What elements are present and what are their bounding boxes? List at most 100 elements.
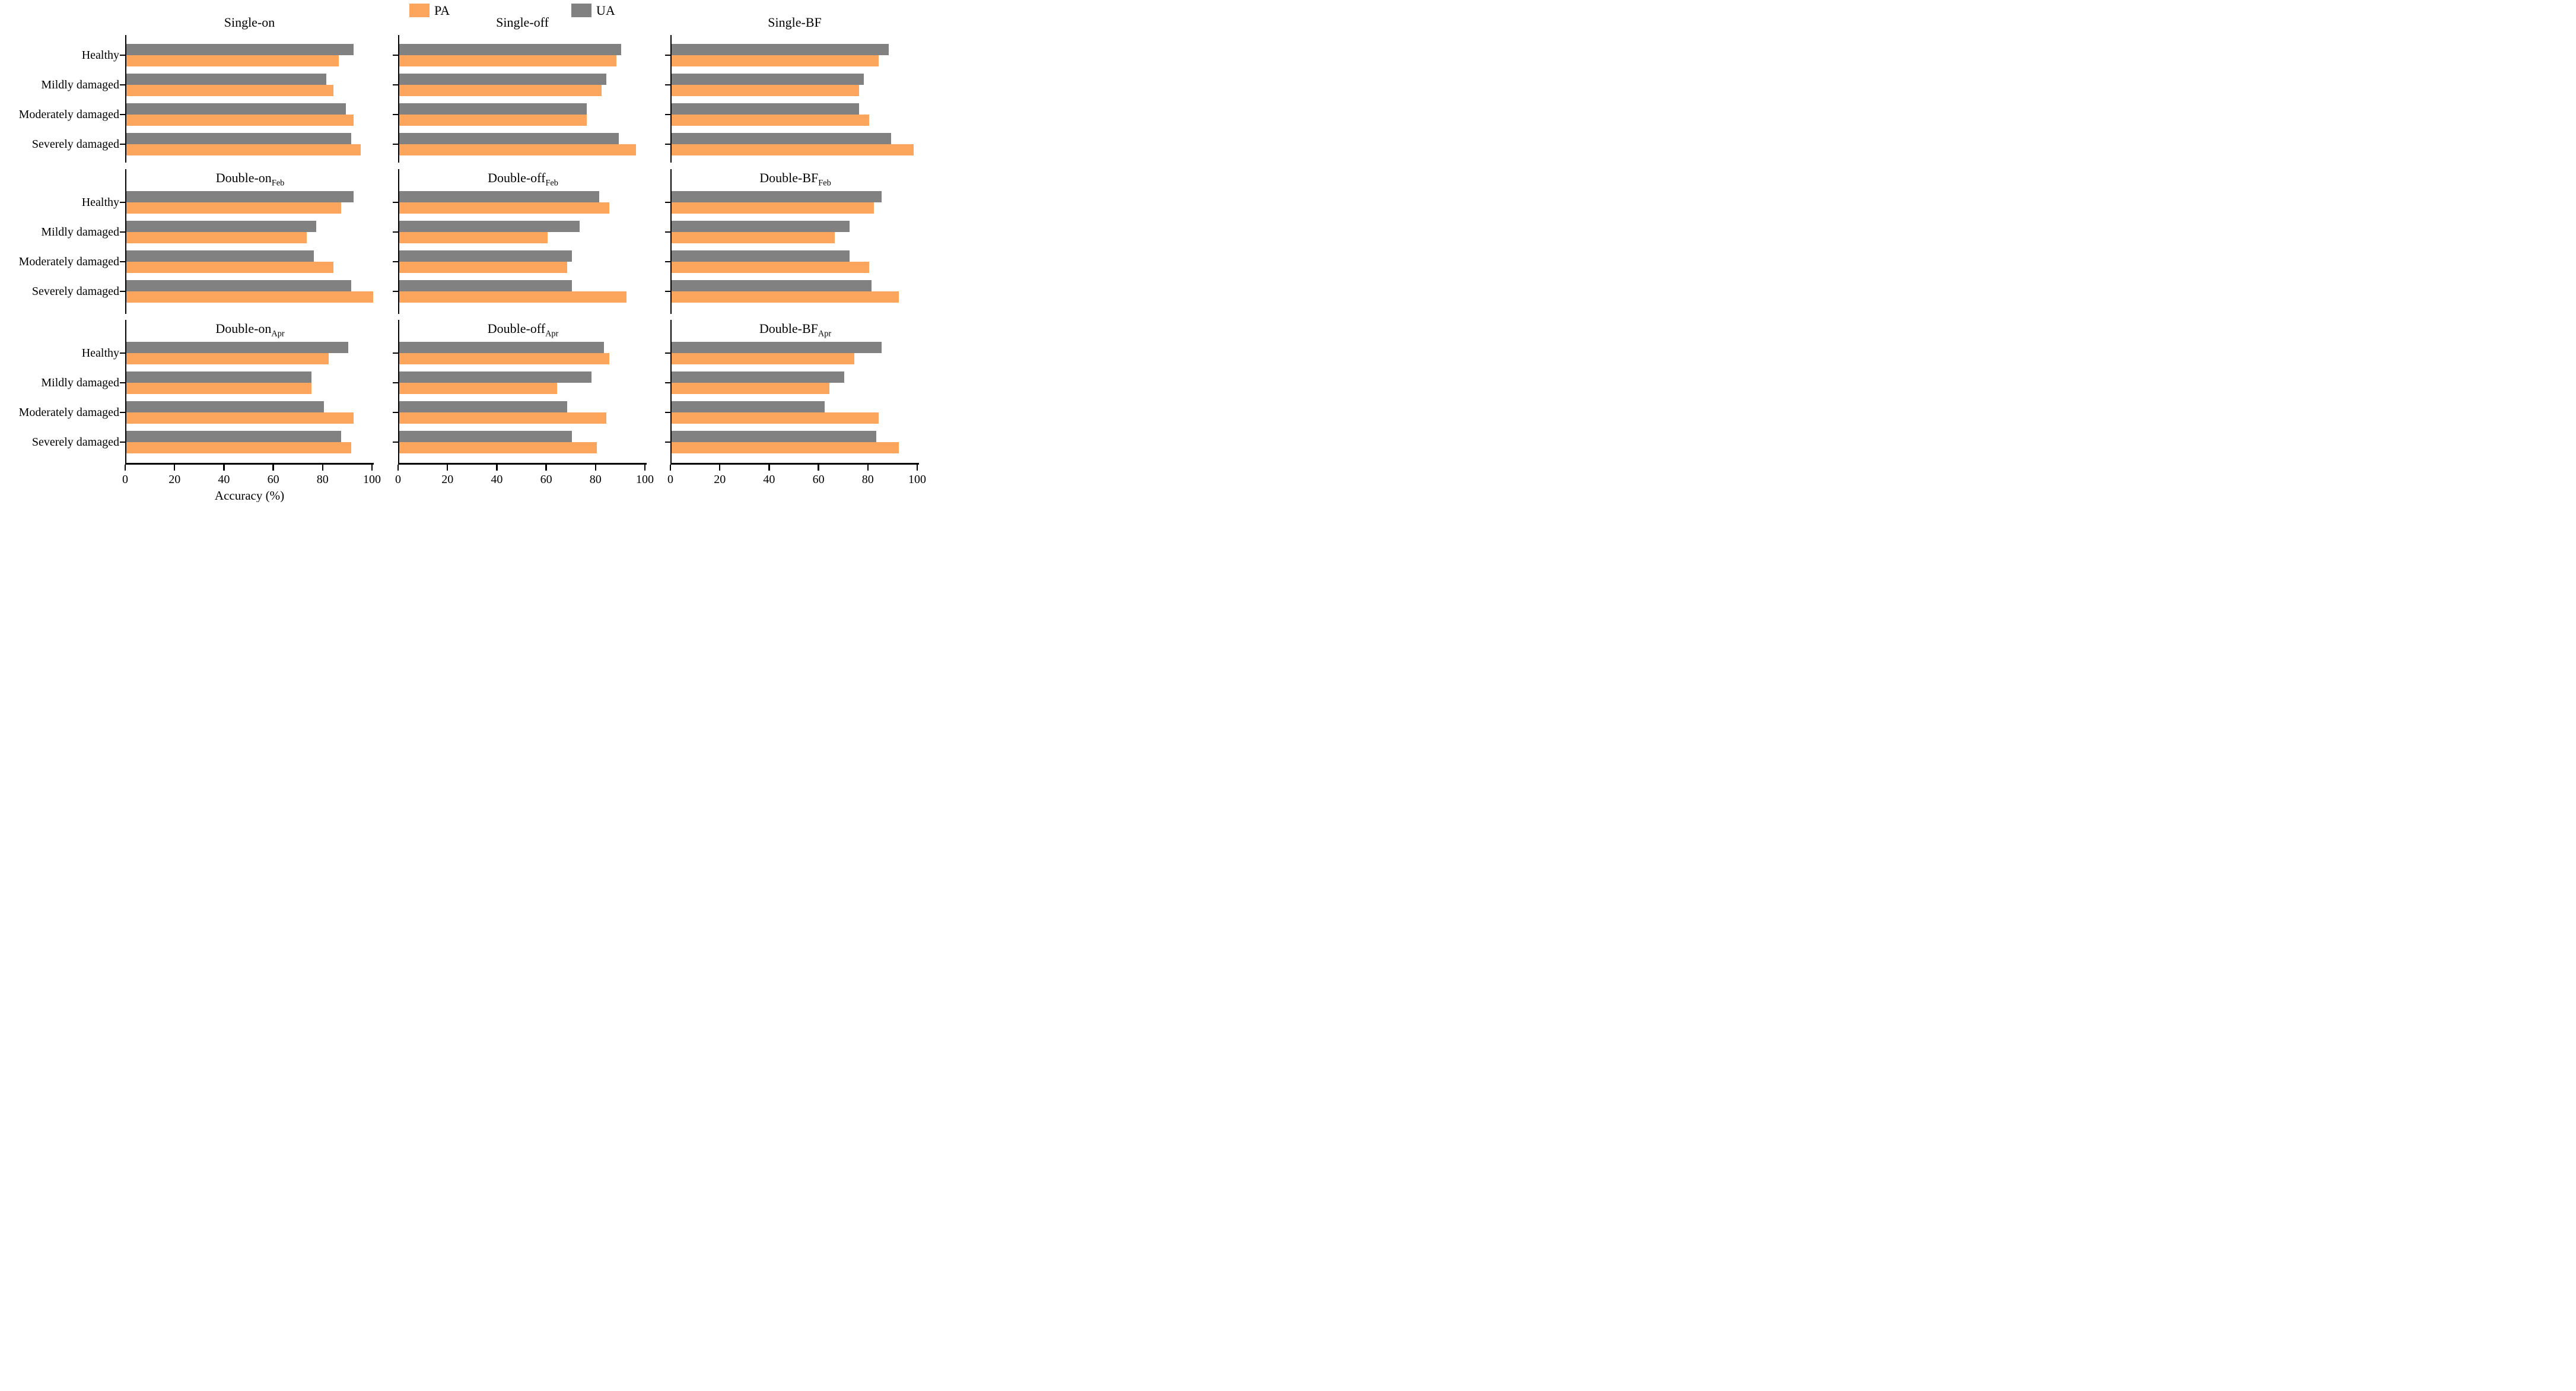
x-axis-tick-label: 60 — [267, 473, 279, 486]
bar-ua-single-on-2 — [126, 103, 346, 115]
x-axis-tick-label: 0 — [395, 473, 401, 486]
x-axis-tick-label: 0 — [667, 473, 673, 486]
category-tick — [392, 231, 398, 233]
x-axis-tick — [867, 465, 869, 471]
category-tick — [664, 201, 670, 203]
legend-swatch-pa-icon — [409, 4, 430, 17]
panel-title-text: Double-on — [215, 170, 272, 185]
bar-ua-double-on-apr-3 — [126, 431, 341, 442]
category-tick — [664, 382, 670, 383]
panel-title-text: Double-off — [487, 321, 546, 336]
bar-ua-double-on-feb-1 — [126, 221, 317, 232]
category-tick — [664, 290, 670, 292]
x-axis-tick-label: 40 — [763, 473, 775, 486]
legend-label-pa: PA — [434, 3, 450, 18]
x-axis-tick — [916, 465, 918, 471]
bar-pa-double-off-apr-1 — [399, 383, 558, 394]
category-label-healthy: Healthy — [81, 347, 119, 360]
x-axis-tick — [718, 465, 721, 471]
panel-double-on-apr: Double-onApr — [119, 320, 374, 465]
x-axis-tick-label: 40 — [491, 473, 503, 486]
category-label-severely-damaged: Severely damaged — [31, 436, 119, 449]
bar-ua-double-bf-feb-2 — [672, 250, 850, 262]
x-axis-tick-label: 0 — [122, 473, 128, 486]
bar-pa-single-bf-0 — [672, 55, 879, 66]
panel-double-bf-feb: Double-BFFeb — [664, 169, 919, 314]
bar-pa-double-on-apr-0 — [126, 353, 329, 364]
x-axis-tick-label: 20 — [168, 473, 181, 486]
panel-title-subscript: Feb — [271, 178, 285, 188]
figure-accuracy-bar-charts: PA UA Single-on Single-off Single-BF Double-o… — [0, 0, 930, 502]
bar-pa-single-bf-1 — [672, 85, 860, 96]
bar-ua-double-bf-feb-3 — [672, 280, 872, 291]
x-axis-tick — [371, 465, 373, 471]
bar-pa-double-bf-apr-2 — [672, 412, 879, 424]
bar-ua-double-on-apr-0 — [126, 342, 349, 353]
bar-ua-double-off-feb-3 — [399, 280, 573, 291]
category-tick — [392, 54, 398, 56]
bar-ua-single-on-1 — [126, 74, 326, 85]
x-axis-tick-label: 60 — [812, 473, 825, 486]
bar-ua-double-off-feb-0 — [399, 191, 599, 202]
x-axis-tick-label: 100 — [908, 473, 926, 486]
bar-pa-double-on-apr-2 — [126, 412, 354, 424]
panel-title-text: Double-off — [488, 170, 546, 185]
bar-ua-single-on-3 — [126, 133, 351, 144]
category-tick — [664, 411, 670, 413]
bar-ua-double-bf-apr-0 — [672, 342, 882, 353]
category-tick — [119, 411, 125, 413]
bar-ua-double-off-apr-1 — [399, 371, 592, 383]
bar-pa-double-bf-apr-3 — [672, 442, 899, 453]
legend-item-ua: UA — [571, 4, 615, 17]
bar-pa-single-on-3 — [126, 144, 361, 155]
panel-title-text: Double-BF — [759, 321, 818, 336]
x-axis-tick-label: 100 — [363, 473, 381, 486]
bar-ua-single-off-0 — [399, 44, 622, 55]
x-axis-tick — [818, 465, 819, 471]
bar-pa-double-on-feb-0 — [126, 202, 341, 214]
bar-pa-double-off-apr-3 — [399, 442, 597, 453]
x-axis-tick — [669, 465, 672, 471]
bar-ua-double-on-feb-2 — [126, 250, 314, 262]
x-axis-tick — [397, 465, 399, 471]
x-axis-tick-label: 80 — [589, 473, 602, 486]
x-axis-tick — [594, 465, 597, 471]
bar-ua-double-bf-apr-1 — [672, 371, 845, 383]
bar-pa-single-off-0 — [399, 55, 617, 66]
bar-pa-single-off-1 — [399, 85, 602, 96]
bar-ua-double-off-apr-2 — [399, 401, 567, 412]
panel-double-off-apr: Double-offApr — [392, 320, 647, 465]
bar-pa-double-on-apr-1 — [126, 383, 311, 394]
bar-ua-double-on-feb-0 — [126, 191, 354, 202]
bar-ua-single-off-2 — [399, 103, 587, 115]
legend-item-pa: PA — [409, 4, 450, 17]
panel-title-text: Double-on — [215, 321, 272, 336]
category-tick — [664, 441, 670, 443]
bar-pa-double-bf-feb-3 — [672, 291, 899, 303]
category-label-moderately-damaged: Moderately damaged — [18, 255, 119, 268]
bar-pa-double-off-feb-2 — [399, 262, 567, 273]
panel-single-off — [392, 35, 647, 163]
bar-pa-double-bf-apr-0 — [672, 353, 854, 364]
panel-title-subscript: Apr — [271, 329, 285, 339]
category-tick — [119, 352, 125, 354]
panel-title-text: Double-BF — [759, 170, 819, 185]
category-tick — [392, 411, 398, 413]
x-axis-tick — [644, 465, 646, 471]
panel-title-text: Single-on — [224, 15, 275, 30]
bar-ua-single-bf-0 — [672, 44, 889, 55]
bar-pa-single-on-0 — [126, 55, 339, 66]
category-tick — [119, 201, 125, 203]
panel-title-double-on-feb: Double-onFeb — [126, 170, 374, 188]
legend-label-ua: UA — [596, 3, 615, 18]
bar-pa-single-bf-3 — [672, 144, 914, 155]
category-tick — [119, 382, 125, 383]
x-axis-label: Accuracy (%) — [214, 488, 285, 502]
panel-double-off-feb: Double-offFeb — [392, 169, 647, 314]
category-label-moderately-damaged: Moderately damaged — [18, 108, 119, 121]
category-tick — [664, 261, 670, 262]
category-tick — [119, 54, 125, 56]
bar-ua-single-on-0 — [126, 44, 354, 55]
panel-title-double-on-apr: Double-onApr — [126, 321, 374, 339]
x-axis-tick-label: 20 — [714, 473, 726, 486]
